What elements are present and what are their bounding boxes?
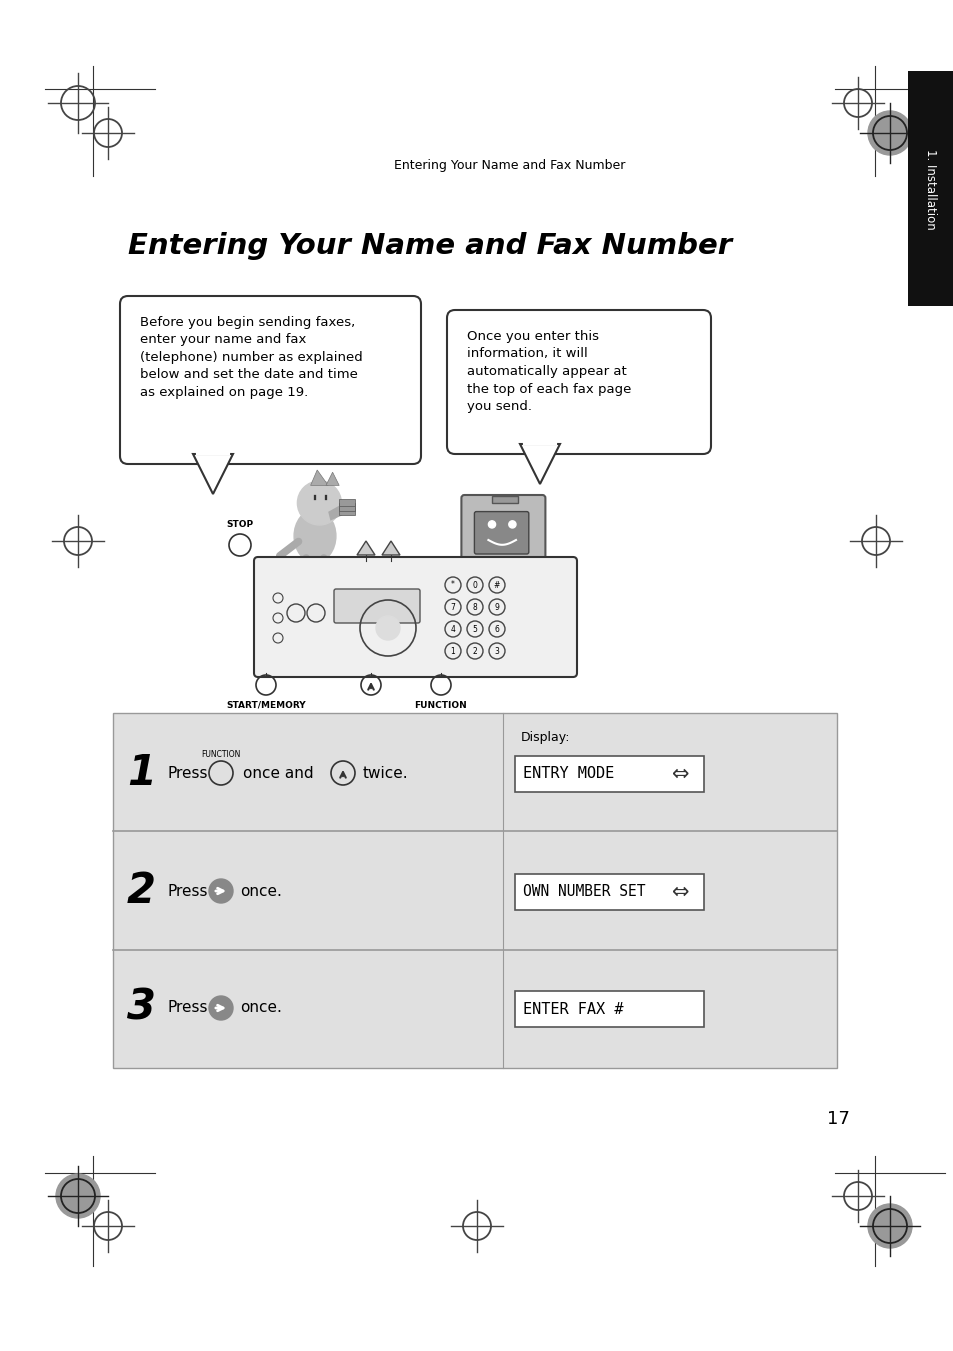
Text: 5: 5 <box>472 624 476 634</box>
Text: *: * <box>451 581 455 589</box>
FancyBboxPatch shape <box>339 499 355 507</box>
FancyBboxPatch shape <box>907 72 953 305</box>
Text: 3: 3 <box>127 988 156 1029</box>
Polygon shape <box>311 470 328 485</box>
Text: Entering Your Name and Fax Number: Entering Your Name and Fax Number <box>128 232 731 259</box>
FancyBboxPatch shape <box>112 713 836 1069</box>
Circle shape <box>209 996 233 1020</box>
Text: 9: 9 <box>494 603 499 612</box>
Text: ENTER FAX #: ENTER FAX # <box>522 1001 622 1016</box>
Polygon shape <box>356 540 375 555</box>
FancyBboxPatch shape <box>334 589 419 623</box>
Text: Display:: Display: <box>520 731 570 744</box>
FancyBboxPatch shape <box>461 494 545 590</box>
FancyBboxPatch shape <box>339 508 355 515</box>
Polygon shape <box>328 501 350 520</box>
Circle shape <box>209 880 233 902</box>
Text: ⇔: ⇔ <box>672 882 689 902</box>
Polygon shape <box>381 540 399 555</box>
Text: START/MEMORY: START/MEMORY <box>226 701 306 711</box>
Text: OWN NUMBER SET: OWN NUMBER SET <box>522 885 645 900</box>
Text: Once you enter this
information, it will
automatically appear at
the top of each: Once you enter this information, it will… <box>467 330 631 413</box>
Text: 17: 17 <box>825 1111 848 1128</box>
Text: Before you begin sending faxes,
enter your name and fax
(telephone) number as ex: Before you begin sending faxes, enter yo… <box>140 316 362 399</box>
Text: Press: Press <box>168 1001 209 1016</box>
Text: ⇔: ⇔ <box>672 765 689 784</box>
Text: 8: 8 <box>472 603 476 612</box>
FancyBboxPatch shape <box>120 296 420 463</box>
Text: 4: 4 <box>450 624 455 634</box>
FancyBboxPatch shape <box>339 503 355 511</box>
Text: Entering Your Name and Fax Number: Entering Your Name and Fax Number <box>394 159 624 173</box>
FancyBboxPatch shape <box>515 992 703 1027</box>
Circle shape <box>56 1174 100 1219</box>
Circle shape <box>297 481 341 526</box>
FancyBboxPatch shape <box>492 496 517 503</box>
FancyBboxPatch shape <box>447 309 710 454</box>
Text: Press: Press <box>168 766 209 781</box>
Text: 0: 0 <box>472 581 476 589</box>
Text: once.: once. <box>240 884 281 898</box>
Polygon shape <box>193 454 233 494</box>
Text: twice.: twice. <box>363 766 408 781</box>
Text: STOP: STOP <box>226 520 253 530</box>
Text: 1: 1 <box>450 647 455 655</box>
Text: FUNCTION: FUNCTION <box>415 701 467 711</box>
Circle shape <box>375 616 399 640</box>
Text: 6: 6 <box>494 624 499 634</box>
Circle shape <box>488 520 495 528</box>
Text: 3: 3 <box>494 647 499 655</box>
Polygon shape <box>326 473 339 485</box>
Circle shape <box>867 1204 911 1248</box>
Circle shape <box>511 584 527 600</box>
Ellipse shape <box>294 509 335 562</box>
Text: 2: 2 <box>472 647 476 655</box>
FancyBboxPatch shape <box>253 557 577 677</box>
Circle shape <box>867 111 911 155</box>
Circle shape <box>508 520 516 528</box>
Text: 1. Installation: 1. Installation <box>923 149 937 230</box>
Text: 1: 1 <box>127 753 156 794</box>
Text: Press: Press <box>168 884 209 898</box>
Text: ENTRY MODE: ENTRY MODE <box>522 766 614 781</box>
Text: #: # <box>494 581 499 589</box>
Circle shape <box>470 584 487 600</box>
Text: 2: 2 <box>127 870 156 912</box>
Text: once.: once. <box>240 1001 281 1016</box>
Text: once and: once and <box>243 766 314 781</box>
Text: FUNCTION: FUNCTION <box>201 750 240 759</box>
Text: 7: 7 <box>450 603 455 612</box>
FancyBboxPatch shape <box>515 874 703 911</box>
Polygon shape <box>519 444 559 484</box>
FancyBboxPatch shape <box>474 512 528 554</box>
FancyBboxPatch shape <box>515 757 703 792</box>
